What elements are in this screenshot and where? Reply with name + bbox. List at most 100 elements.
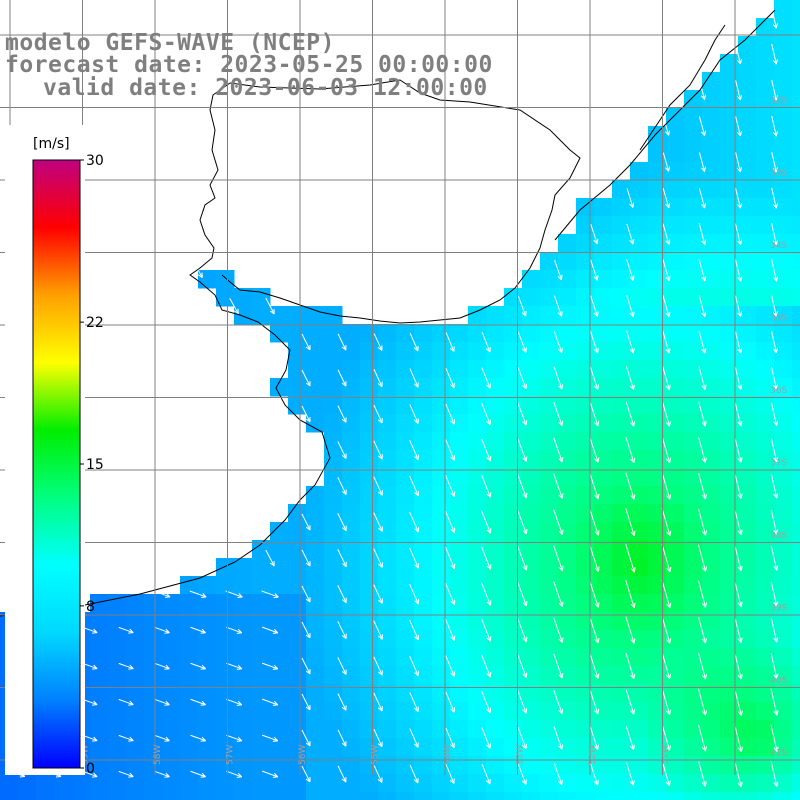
wind-arrow [590,295,599,317]
wind-speed-cell [198,684,217,703]
wind-speed-cell [702,486,721,505]
wind-speed-cell [270,666,289,685]
wind-speed-cell [684,324,703,343]
wind-speed-cell [180,630,199,649]
wind-arrow [445,727,455,749]
wind-arrow [409,583,420,605]
wind-speed-cell [702,576,721,595]
wind-speed-cell [648,378,667,397]
wind-speed-cell [630,252,649,271]
wind-speed-cell [684,756,703,775]
wind-speed-cell [504,504,523,523]
wind-speed-cell [486,630,505,649]
wind-speed-cell [774,378,793,397]
wind-speed-cell [126,720,145,739]
wind-speed-cell [306,648,325,667]
wind-speed-cell [630,504,649,523]
wind-speed-cell [720,162,739,181]
wind-speed-cell [360,396,379,415]
wind-speed-cell [270,774,289,793]
wind-arrow [554,260,563,281]
wind-speed-cell [270,378,289,397]
wind-speed-cell [684,108,703,127]
coastline-lagoon-inner [639,24,726,151]
wind-speed-cell [144,702,163,721]
wind-speed-cell [540,450,559,469]
wind-speed-cell [522,756,541,775]
wind-speed-cell [540,432,559,451]
wind-arrow [445,332,455,352]
wind-speed-cell [288,594,307,613]
wind-arrow [82,734,98,742]
wind-speed-cell [594,324,613,343]
wind-speed-cell [774,198,793,217]
wind-speed-cell [108,666,127,685]
wind-arrow [445,583,456,606]
wind-arrow [662,330,671,354]
wind-speed-cell [612,324,631,343]
wind-speed-cell [702,738,721,757]
wind-speed-cell [792,612,800,631]
wind-speed-cell [612,378,631,397]
longitude-label: 59W [81,745,91,765]
wind-speed-cell [360,702,379,721]
wind-speed-cell [270,540,289,559]
wind-speed-cell [504,792,523,800]
wind-speed-cell [468,450,487,469]
wind-speed-cell [684,468,703,487]
wind-speed-cell [720,684,739,703]
wind-speed-cell [360,792,379,800]
wind-speed-cell [468,648,487,667]
wind-speed-cell [234,702,253,721]
wind-speed-cell [792,180,800,199]
wind-speed-cell [378,774,397,793]
wind-arrow [734,473,743,499]
wind-speed-cell [576,324,595,343]
wind-speed-cell [522,792,541,800]
wind-speed-cell [360,504,379,523]
wind-arrow [409,368,419,388]
wind-speed-cell [396,342,415,361]
wind-speed-cell [720,270,739,289]
wind-speed-cell [720,774,739,793]
wind-arrow [625,508,636,537]
wind-speed-cell [486,324,505,343]
wind-speed-cell [486,648,505,667]
wind-speed-cell [774,72,793,91]
wind-speed-cell [432,792,451,800]
wind-speed-cell [360,486,379,505]
wind-speed-cell [126,756,145,775]
wind-arrow [662,258,671,282]
wind-speed-cell [594,594,613,613]
wind-speed-cell [342,396,361,415]
wind-speed-cell [576,252,595,271]
wind-speed-cell [126,792,145,800]
wind-speed-cell [468,774,487,793]
wind-speed-cell [306,378,325,397]
wind-speed-cell [648,630,667,649]
wind-speed-cell [684,648,703,667]
wind-speed-cell [540,774,559,793]
wind-arrow [373,404,383,424]
wind-speed-cell [306,360,325,379]
latitude-label: 33S [770,169,787,179]
wind-speed-cell [738,432,757,451]
wind-speed-cell [396,774,415,793]
wind-speed-cell [216,792,235,800]
wind-arrow [589,580,600,608]
wind-speed-cell [792,756,800,775]
wind-speed-cell [144,666,163,685]
wind-speed-cell [684,342,703,361]
wind-speed-cell [360,630,379,649]
wind-speed-cell [774,486,793,505]
wind-speed-cell [666,162,685,181]
wind-speed-cell [792,72,800,91]
wind-speed-cell [702,108,721,127]
wind-speed-cell [612,288,631,307]
wind-speed-cell [324,360,343,379]
wind-speed-cell [630,666,649,685]
title-valid-date: valid date: 2023-06-03 12:00:00 [43,75,488,101]
wind-speed-cell [792,90,800,109]
wind-speed-cell [756,720,775,739]
wind-speed-cell [630,792,649,800]
